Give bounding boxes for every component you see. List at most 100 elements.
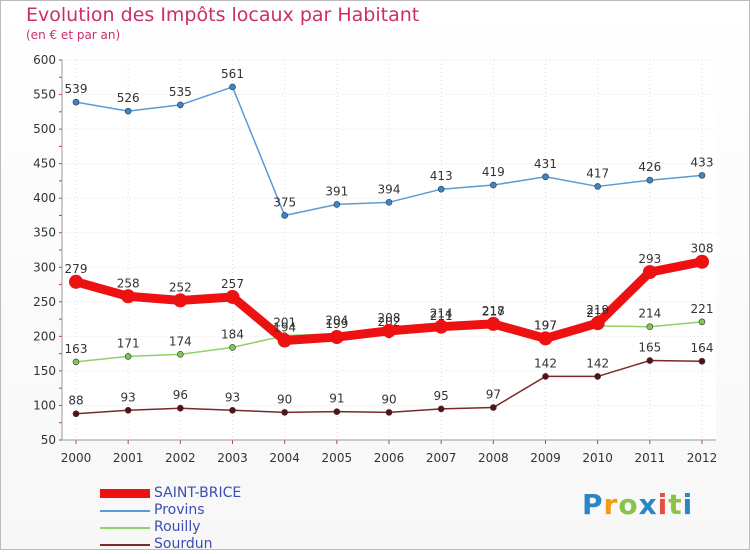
- data-point-sourdun: [177, 404, 184, 412]
- data-point-provins: [333, 201, 341, 208]
- data-point-saint-brice: [329, 330, 344, 345]
- x-tick-label: 2012: [687, 451, 718, 465]
- data-label-provins: 419: [482, 165, 505, 179]
- y-tick-label: 600: [33, 53, 56, 67]
- y-tick-label: 350: [33, 226, 56, 240]
- data-label-saint-brice: 257: [221, 277, 244, 291]
- data-point-provins: [698, 172, 706, 179]
- chart-subtitle: (en € et par an): [26, 28, 121, 42]
- data-label-rouilly: 163: [65, 342, 88, 356]
- logo-letter: i: [682, 488, 694, 521]
- legend-label: Sourdun: [154, 536, 213, 552]
- data-label-rouilly: 171: [117, 336, 140, 350]
- data-label-saint-brice: 279: [65, 262, 88, 276]
- data-label-provins: 426: [638, 160, 661, 174]
- data-point-sourdun: [490, 404, 497, 411]
- data-point-sourdun: [281, 409, 288, 416]
- data-point-provins: [229, 83, 236, 91]
- y-tick-label: 200: [33, 329, 56, 343]
- y-tick-label: 500: [33, 122, 56, 136]
- data-point-saint-brice: [382, 323, 396, 338]
- data-point-provins: [490, 181, 497, 189]
- y-tick-label: 400: [33, 191, 56, 205]
- data-label-rouilly: 211: [430, 309, 453, 323]
- legend-swatch-sourdun: [100, 544, 150, 546]
- logo-letter: t: [668, 488, 683, 521]
- data-label-saint-brice: 252: [169, 280, 192, 294]
- data-label-provins: 394: [378, 182, 401, 196]
- x-tick-label: 2011: [635, 451, 666, 465]
- data-point-provins: [124, 107, 132, 115]
- data-point-rouilly: [229, 344, 236, 351]
- data-label-saint-brice: 258: [117, 276, 140, 290]
- x-tick-label: 2003: [217, 451, 248, 465]
- data-point-provins: [177, 101, 184, 109]
- data-point-provins: [437, 185, 445, 193]
- data-label-saint-brice: 199: [325, 317, 348, 331]
- data-label-rouilly: 204: [325, 314, 348, 328]
- x-tick-label: 2006: [374, 451, 405, 465]
- data-point-saint-brice: [486, 316, 501, 331]
- data-label-saint-brice: 293: [638, 252, 661, 266]
- y-tick-label: 250: [33, 295, 56, 309]
- y-tick-label: 50: [41, 433, 56, 447]
- data-label-saint-brice: 194: [273, 321, 296, 335]
- data-point-sourdun: [229, 406, 236, 414]
- data-label-rouilly: 201: [273, 316, 296, 330]
- x-tick-label: 2007: [426, 451, 457, 465]
- data-point-saint-brice: [225, 289, 240, 304]
- data-label-sourdun: 142: [586, 356, 609, 370]
- data-label-saint-brice: 214: [430, 307, 453, 321]
- y-tick-label: 550: [33, 88, 56, 102]
- data-label-sourdun: 90: [381, 392, 396, 406]
- legend-swatch-rouilly: [100, 527, 150, 529]
- x-tick-label: 2001: [113, 451, 144, 465]
- data-point-sourdun: [646, 357, 654, 364]
- data-label-sourdun: 93: [225, 390, 240, 404]
- data-point-saint-brice: [173, 293, 188, 308]
- x-tick-label: 2005: [322, 451, 353, 465]
- data-label-saint-brice: 218: [482, 304, 505, 318]
- x-tick-label: 2002: [165, 451, 196, 465]
- legend-label: Rouilly: [154, 519, 201, 535]
- data-point-sourdun: [437, 405, 445, 413]
- data-point-sourdun: [124, 406, 132, 414]
- data-point-saint-brice: [277, 333, 292, 348]
- data-label-saint-brice: 308: [691, 242, 714, 256]
- legend-swatch-provins: [100, 510, 150, 512]
- data-label-sourdun: 88: [68, 394, 83, 408]
- data-label-sourdun: 97: [486, 388, 501, 402]
- y-tick-label: 100: [33, 398, 56, 412]
- data-point-rouilly: [177, 351, 184, 358]
- data-point-rouilly: [646, 323, 654, 330]
- x-tick-label: 2008: [478, 451, 509, 465]
- data-point-provins: [72, 98, 80, 106]
- proxiti-logo: Proxiti: [582, 488, 693, 521]
- data-point-provins: [646, 176, 654, 184]
- data-point-sourdun: [72, 410, 80, 418]
- x-tick-label: 2000: [61, 451, 92, 465]
- y-tick-label: 300: [33, 260, 56, 274]
- data-label-provins: 431: [534, 157, 557, 171]
- data-label-rouilly: 217: [482, 305, 505, 319]
- data-label-rouilly: 174: [169, 334, 192, 348]
- y-tick-label: 450: [33, 157, 56, 171]
- data-label-sourdun: 165: [638, 341, 661, 355]
- y-tick-label: 150: [33, 364, 56, 378]
- legend-swatch-saint-brice: [100, 489, 150, 498]
- data-point-saint-brice: [434, 319, 449, 334]
- data-label-sourdun: 164: [691, 341, 714, 355]
- data-label-provins: 375: [273, 195, 296, 209]
- data-point-rouilly: [124, 353, 132, 360]
- data-point-saint-brice: [642, 265, 657, 280]
- data-label-provins: 413: [430, 169, 453, 183]
- data-label-sourdun: 91: [329, 392, 344, 406]
- legend-label: SAINT-BRICE: [154, 485, 242, 501]
- data-label-saint-brice: 219: [586, 303, 609, 317]
- data-label-sourdun: 96: [173, 388, 188, 402]
- data-point-saint-brice: [121, 289, 136, 304]
- data-point-saint-brice: [590, 316, 605, 331]
- data-point-provins: [594, 183, 601, 190]
- data-label-sourdun: 93: [121, 390, 136, 404]
